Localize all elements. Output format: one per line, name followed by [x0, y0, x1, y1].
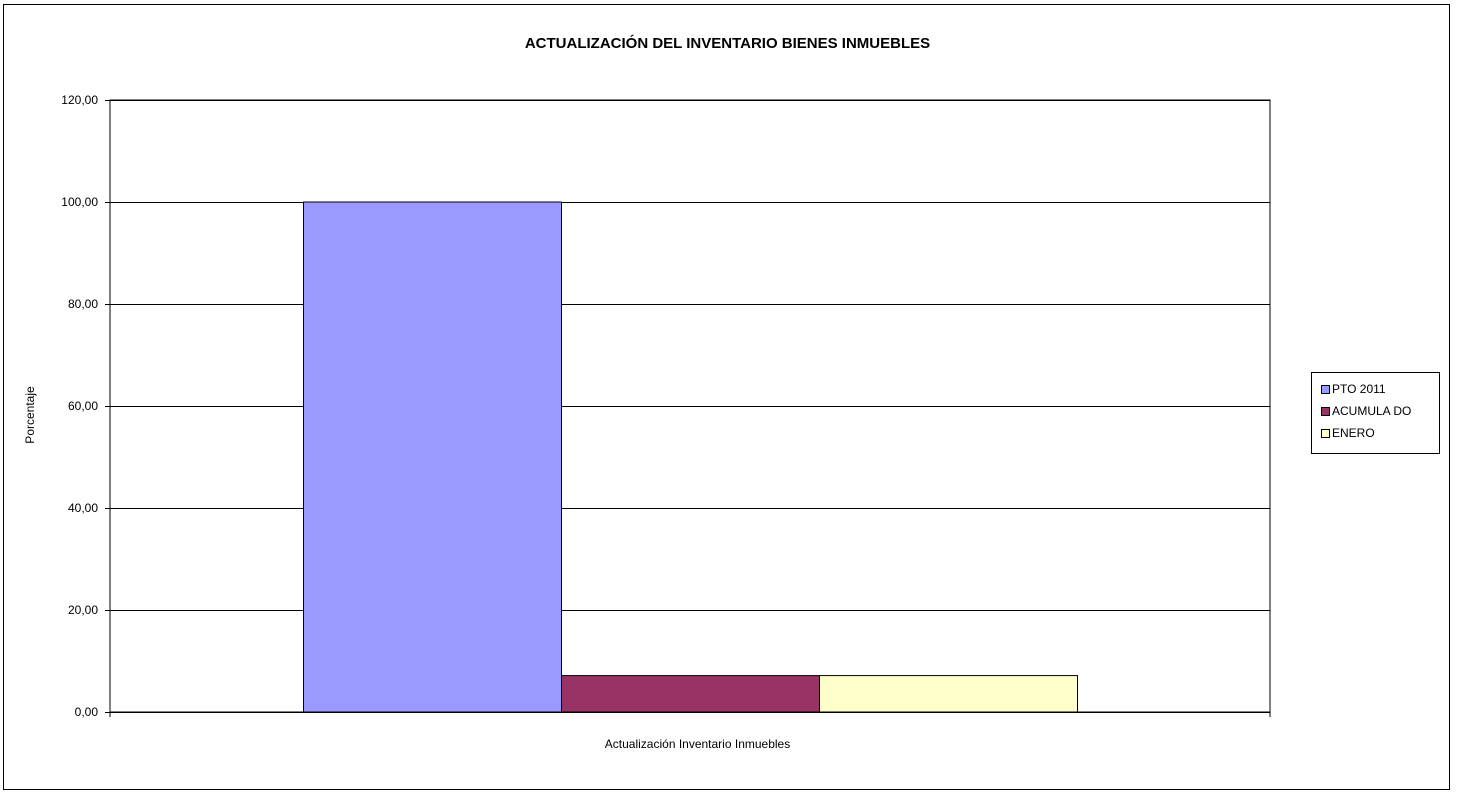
y-tick-label: 100,00 — [61, 195, 98, 209]
legend-swatch — [1321, 406, 1330, 416]
legend-swatch — [1321, 428, 1330, 438]
y-tick-label: 40,00 — [68, 501, 98, 515]
y-tick-label: 20,00 — [68, 603, 98, 617]
x-axis-category-label: Actualización Inventario Inmuebles — [604, 737, 791, 751]
bar-acumula-do — [561, 675, 820, 713]
y-tick-label: 60,00 — [68, 399, 98, 413]
bar-enero — [819, 675, 1078, 713]
y-tick-label: 120,00 — [61, 93, 98, 107]
legend: PTO 2011 ACUMULA DO ENERO — [1311, 372, 1440, 454]
legend-item: ACUMULA DO — [1312, 400, 1439, 422]
legend-label: ENERO — [1332, 426, 1375, 440]
legend-item: PTO 2011 — [1312, 378, 1439, 400]
y-tick-label: 80,00 — [68, 297, 98, 311]
y-tick-label: 0,00 — [75, 705, 99, 719]
bar-pto-2011 — [303, 201, 562, 713]
legend-label: PTO 2011 — [1332, 382, 1386, 396]
legend-item: ENERO — [1312, 422, 1439, 444]
legend-swatch — [1321, 384, 1330, 394]
chart-title: ACTUALIZACIÓN DEL INVENTARIO BIENES INMU… — [524, 35, 931, 52]
legend-label: ACUMULA DO — [1332, 404, 1412, 418]
